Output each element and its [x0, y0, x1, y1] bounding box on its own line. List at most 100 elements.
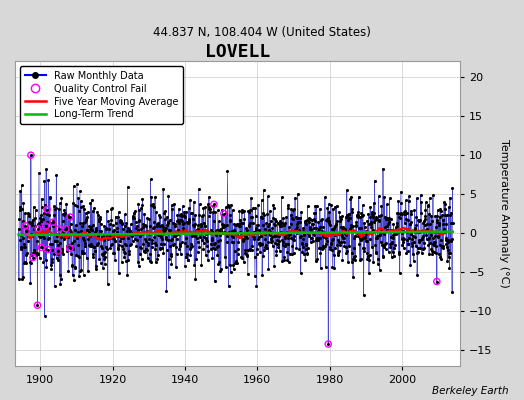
Point [265, 221, 274, 228]
Point [292, 221, 301, 227]
Point [433, 278, 441, 285]
Point [104, 236, 112, 242]
Point [32, 252, 40, 258]
Point [385, 249, 393, 256]
Point [283, 202, 292, 208]
Point [259, 187, 268, 193]
Point [279, 239, 288, 245]
Point [162, 246, 171, 253]
Point [402, 210, 411, 216]
Point [66, 245, 74, 252]
Point [90, 244, 99, 250]
Point [188, 210, 196, 216]
Point [278, 258, 287, 264]
Point [156, 245, 164, 251]
Point [163, 222, 171, 228]
Point [353, 230, 361, 236]
Point [130, 230, 138, 236]
Point [96, 228, 104, 235]
Point [342, 244, 350, 250]
Point [161, 208, 169, 214]
Point [49, 219, 57, 226]
Point [129, 213, 137, 219]
Point [355, 225, 363, 231]
Point [346, 226, 354, 232]
Point [43, 206, 51, 213]
Point [141, 236, 150, 242]
Point [293, 190, 302, 197]
Point [171, 244, 180, 250]
Point [108, 222, 117, 228]
Point [279, 256, 288, 263]
Point [69, 200, 77, 206]
Point [27, 231, 36, 237]
Point [337, 238, 345, 245]
Point [158, 227, 167, 233]
Point [216, 268, 224, 274]
Point [117, 235, 125, 241]
Point [134, 227, 142, 233]
Point [144, 240, 152, 246]
Point [29, 250, 38, 257]
Point [357, 212, 366, 219]
Point [206, 230, 214, 236]
Point [401, 211, 409, 217]
Point [327, 241, 335, 248]
Point [80, 236, 88, 243]
Point [243, 235, 252, 242]
Point [169, 220, 177, 226]
Point [300, 232, 309, 238]
Point [427, 228, 435, 234]
Point [347, 194, 355, 200]
Point [273, 236, 281, 243]
Point [84, 236, 93, 242]
Point [204, 248, 212, 254]
Point [431, 238, 439, 245]
Point [277, 194, 286, 200]
Point [98, 251, 106, 258]
Point [88, 227, 96, 233]
Point [173, 227, 182, 234]
Point [442, 237, 450, 243]
Point [336, 231, 345, 238]
Point [432, 213, 441, 219]
Point [254, 236, 262, 242]
Point [76, 188, 84, 194]
Point [420, 222, 429, 228]
Point [274, 220, 282, 226]
Point [398, 242, 407, 248]
Point [214, 218, 223, 225]
Point [353, 209, 362, 215]
Point [425, 194, 434, 201]
Point [83, 214, 92, 220]
Point [226, 212, 235, 218]
Point [43, 246, 52, 253]
Point [344, 217, 352, 223]
Point [335, 209, 344, 216]
Point [166, 226, 174, 233]
Point [194, 186, 203, 192]
Point [257, 233, 265, 239]
Point [359, 211, 367, 218]
Point [172, 232, 180, 238]
Point [268, 238, 276, 244]
Point [363, 250, 371, 257]
Point [323, 238, 331, 244]
Point [175, 205, 183, 212]
Point [115, 242, 123, 248]
Point [219, 223, 227, 230]
Point [190, 262, 199, 268]
Point [329, 227, 337, 233]
Point [378, 229, 387, 236]
Point [23, 227, 31, 234]
Point [263, 211, 271, 217]
Point [243, 252, 252, 258]
Point [290, 233, 299, 240]
Point [242, 232, 250, 239]
Point [387, 215, 395, 222]
Point [228, 239, 236, 245]
Point [243, 227, 251, 233]
Point [168, 206, 177, 212]
Point [107, 205, 116, 211]
Point [446, 194, 454, 201]
